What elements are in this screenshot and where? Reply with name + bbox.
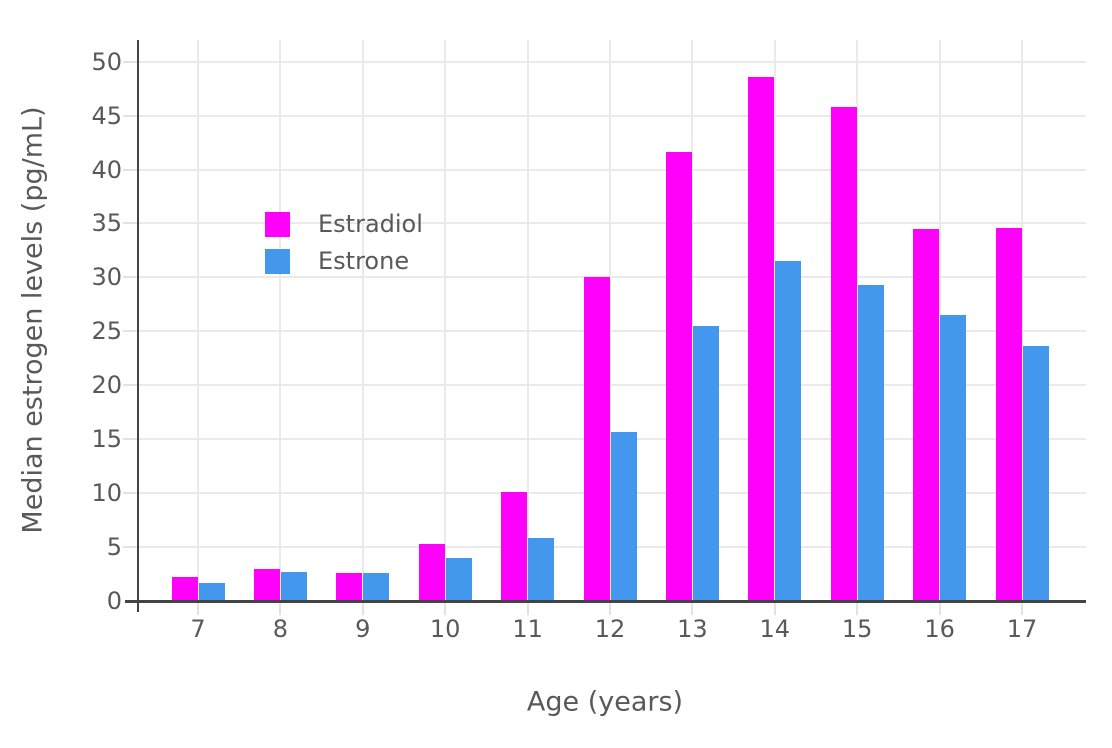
y-tick-label-0: 0 (106, 587, 122, 615)
legend-swatch-estradiol-icon (265, 212, 290, 237)
x-tick-9 (361, 603, 364, 615)
gridline-h-20 (139, 384, 1086, 387)
y-tick-10 (123, 492, 137, 495)
gridline-h-30 (139, 276, 1086, 279)
bar-estrone-age-16[interactable] (940, 315, 967, 601)
x-tick-label-9: 9 (355, 615, 371, 643)
x-tick-10 (444, 603, 447, 615)
x-tick-label-17: 17 (1006, 615, 1038, 643)
y-tick-5 (123, 546, 137, 549)
x-tick-14 (773, 603, 776, 615)
gridline-v-7 (197, 40, 199, 601)
y-tick-25 (123, 330, 137, 333)
legend: Estradiol Estrone (265, 212, 423, 274)
gridline-h-25 (139, 330, 1086, 333)
y-tick-label-20: 20 (91, 371, 122, 400)
bar-estradiol-age-16[interactable] (913, 228, 940, 601)
gridline-v-16 (938, 40, 941, 601)
y-tick-30 (123, 276, 137, 279)
bar-estrone-age-10[interactable] (445, 557, 472, 601)
gridline-v-9 (361, 40, 364, 601)
x-tick-label-13: 13 (677, 615, 708, 643)
bar-estrone-age-17[interactable] (1022, 346, 1049, 601)
x-tick-13 (691, 603, 694, 615)
gridline-h-40 (139, 168, 1086, 171)
gridline-h-45 (139, 114, 1086, 117)
gridline-h-50 (139, 60, 1086, 63)
x-tick-12 (609, 603, 611, 615)
gridline-v-17 (1021, 40, 1023, 601)
x-axis-title: Age (years) (526, 686, 684, 718)
legend-label-estrone: Estrone (318, 247, 410, 275)
x-axis-line (125, 600, 1086, 603)
x-tick-label-11: 11 (512, 615, 543, 643)
y-tick-label-40: 40 (91, 155, 122, 184)
gridline-v-15 (856, 40, 859, 601)
bar-estradiol-age-8[interactable] (253, 568, 280, 601)
bar-estradiol-age-7[interactable] (171, 577, 198, 601)
y-axis-title: Median estrogen levels (pg/mL) (17, 106, 49, 534)
y-tick-label-30: 30 (91, 263, 122, 292)
y-tick-label-5: 5 (106, 533, 122, 562)
y-tick-20 (123, 384, 137, 387)
x-tick-label-10: 10 (429, 615, 461, 643)
bar-estradiol-age-13[interactable] (665, 152, 692, 601)
y-axis-line (136, 40, 139, 612)
y-tick-label-25: 25 (91, 317, 122, 346)
bar-estradiol-age-17[interactable] (995, 227, 1022, 601)
y-tick-40 (123, 168, 137, 171)
bar-estradiol-age-15[interactable] (830, 107, 857, 601)
gridline-v-8 (279, 40, 282, 601)
x-tick-label-15: 15 (841, 615, 873, 643)
legend-item-estrone[interactable]: Estrone (265, 249, 423, 274)
bar-estradiol-age-12[interactable] (583, 277, 610, 601)
legend-label-estradiol: Estradiol (318, 210, 423, 238)
y-tick-35 (123, 222, 137, 225)
x-tick-15 (856, 603, 859, 615)
bar-estrone-age-15[interactable] (857, 284, 884, 601)
gridline-v-10 (444, 40, 447, 601)
y-tick-label-45: 45 (91, 101, 122, 130)
x-tick-label-8: 8 (272, 615, 289, 643)
x-tick-label-12: 12 (594, 615, 626, 643)
y-tick-label-50: 50 (91, 47, 122, 76)
bar-estradiol-age-10[interactable] (418, 543, 445, 601)
bar-estrone-age-8[interactable] (280, 571, 307, 601)
bar-estradiol-age-9[interactable] (336, 572, 363, 601)
x-tick-17 (1021, 603, 1023, 615)
legend-item-estradiol[interactable]: Estradiol (265, 212, 423, 237)
y-tick-label-35: 35 (91, 209, 122, 238)
bar-estrone-age-12[interactable] (610, 431, 637, 601)
x-tick-7 (197, 603, 199, 615)
legend-swatch-estrone-icon (265, 249, 290, 274)
bar-estradiol-age-14[interactable] (748, 76, 775, 601)
gridline-v-13 (691, 40, 694, 601)
bar-estradiol-age-11[interactable] (501, 492, 528, 601)
x-tick-16 (938, 603, 941, 615)
x-tick-label-14: 14 (759, 615, 791, 643)
x-tick-8 (279, 603, 282, 615)
bar-estrone-age-11[interactable] (528, 538, 555, 601)
y-tick-50 (123, 60, 137, 63)
x-tick-label-7: 7 (190, 615, 206, 643)
gridline-v-14 (773, 40, 776, 601)
y-tick-label-15: 15 (91, 425, 122, 454)
bar-estrone-age-13[interactable] (692, 325, 719, 601)
bar-estrone-age-14[interactable] (775, 261, 802, 601)
y-tick-45 (123, 114, 137, 117)
x-tick-label-16: 16 (924, 615, 955, 643)
gridline-v-12 (609, 40, 611, 601)
y-tick-label-10: 10 (91, 479, 122, 508)
bar-estrone-age-9[interactable] (363, 572, 390, 601)
gridline-v-11 (526, 40, 529, 601)
bar-estrone-age-7[interactable] (198, 582, 225, 601)
gridline-h-35 (139, 222, 1086, 225)
y-tick-15 (123, 438, 137, 441)
x-tick-11 (526, 603, 529, 615)
